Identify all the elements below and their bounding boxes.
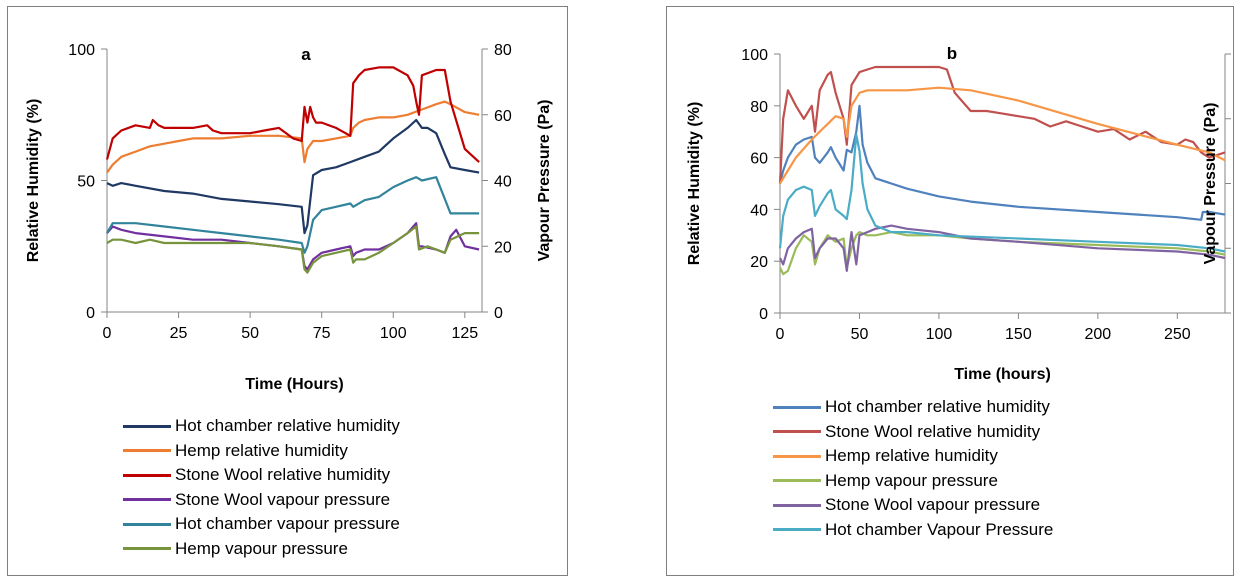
chart-b-legend-swatch <box>773 405 821 409</box>
chart-b-legend-item-4: Hemp vapour pressure <box>773 469 1053 494</box>
chart-b-x-axis-label: Time (hours) <box>954 366 1051 383</box>
chart-a-y2-tick-label: 20 <box>494 239 512 256</box>
chart-a-series-line-3 <box>105 66 480 163</box>
chart-a-x-tick-label: 25 <box>170 325 188 342</box>
chart-b-series-line-2 <box>778 65 1226 184</box>
chart-a-legend-label: Stone Wool relative humidity <box>175 465 391 484</box>
chart-b-x-tick-label: 150 <box>1005 326 1032 343</box>
chart-a-y-axis-label: Relative Humidity (%) <box>25 99 42 263</box>
chart-b-series-line-5 <box>779 224 1226 272</box>
chart-b-plot: 050100150200250020406080100020406080bTim… <box>686 44 1231 383</box>
chart-a-series-line-6 <box>106 225 480 274</box>
chart-a-legend-swatch <box>123 449 171 453</box>
chart-b-x-tick-label: 200 <box>1085 326 1112 343</box>
chart-b-series-line-6 <box>778 133 1226 253</box>
chart-a-y2-axis-label: Vapour Pressure (Pa) <box>536 100 553 262</box>
chart-panel-a: 0 25 50 75 100 125 0 50 100 0 20 40 60 80 a Time (Hours… <box>7 6 568 576</box>
chart-b-legend-item-2: Stone Wool relative humidity <box>773 420 1053 445</box>
chart-b-legend-swatch <box>773 479 821 483</box>
chart-b-legend-swatch <box>773 454 821 458</box>
chart-b-x-tick-label: 250 <box>1164 326 1191 343</box>
chart-b-legend-item-3: Hemp relative humidity <box>773 444 1053 469</box>
chart-b-legend-label: Stone Wool vapour pressure <box>825 495 1041 514</box>
chart-b-legend-label: Hot chamber relative humidity <box>825 397 1050 416</box>
chart-a-y2-tick-label: 80 <box>494 42 512 59</box>
chart-a-legend-item-6: Hemp vapour pressure <box>123 537 400 562</box>
chart-b-legend-label: Hemp vapour pressure <box>825 470 998 490</box>
chart-a-y2-tick-label: 0 <box>494 305 503 322</box>
chart-b-y-tick-label: 60 <box>750 151 768 168</box>
chart-a-legend-label: Hot chamber relative humidity <box>175 416 400 435</box>
chart-a-y2-tick-label: 60 <box>494 108 512 125</box>
chart-b-legend-item-1: Hot chamber relative humidity <box>773 395 1053 420</box>
chart-a-x-tick-label: 50 <box>241 325 259 342</box>
chart-b-y-tick-label: 100 <box>741 47 768 64</box>
chart-a-x-tick-label: 0 <box>103 325 112 342</box>
chart-a-legend-item-5: Hot chamber vapour pressure <box>123 512 400 537</box>
chart-a-legend-swatch <box>123 424 171 428</box>
chart-a-legend-swatch <box>123 522 171 526</box>
chart-b-legend-label: Stone Wool relative humidity <box>825 421 1041 441</box>
chart-a-legend-item-4: Stone Wool vapour pressure <box>123 488 400 513</box>
chart-b-legend-swatch <box>773 503 821 507</box>
chart-a-legend-item-1: Hot chamber relative humidity <box>123 414 400 439</box>
chart-b-y2-axis-label: Vapour Pressure (Pa) <box>1202 103 1219 265</box>
chart-a-x-tick-label: 75 <box>313 325 331 342</box>
chart-b-legend-swatch <box>773 528 821 532</box>
chart-b-x-tick-label: 100 <box>926 326 953 343</box>
chart-a-legend: Hot chamber relative humidity Hemp relati… <box>123 414 400 561</box>
chart-b-y-tick-label: 40 <box>750 202 768 219</box>
chart-b-legend-swatch <box>773 430 821 434</box>
chart-a-y-tick-label: 100 <box>68 42 95 59</box>
chart-a-legend-label: Hemp relative humidity <box>175 440 348 460</box>
chart-a-legend-swatch <box>123 498 171 502</box>
chart-b-title: b <box>947 44 957 63</box>
chart-a-series-line-2 <box>106 100 480 174</box>
chart-a-legend-label: Hemp vapour pressure <box>175 538 348 558</box>
chart-a-legend-label: Hot chamber vapour pressure <box>175 514 400 533</box>
chart-b-y-tick-label: 20 <box>750 254 768 271</box>
chart-b-x-tick-label: 50 <box>851 326 869 343</box>
chart-a-series-line-5 <box>106 176 480 254</box>
chart-b-y-tick-label: 80 <box>750 99 768 116</box>
chart-a-series-line-4 <box>106 222 480 271</box>
chart-a-legend-item-3: Stone Wool relative humidity <box>123 463 400 488</box>
chart-b-series-line-3 <box>779 86 1226 185</box>
chart-b-series-line-1 <box>778 104 1226 221</box>
chart-b-legend-item-6: Hot chamber Vapour Pressure <box>773 518 1053 543</box>
chart-a-x-tick-label: 125 <box>451 325 478 342</box>
chart-b-legend-item-5: Stone Wool vapour pressure <box>773 493 1053 518</box>
chart-a-y2-tick-label: 40 <box>494 174 512 191</box>
chart-b-y-axis-label: Relative Humidity (%) <box>686 102 703 266</box>
chart-panel-b: 050100150200250020406080100020406080bTim… <box>666 6 1234 576</box>
chart-a-series-line-1 <box>106 118 480 235</box>
chart-b-x-tick-label: 0 <box>776 326 785 343</box>
chart-a-legend-item-2: Hemp relative humidity <box>123 439 400 464</box>
chart-a-legend-swatch <box>123 547 171 551</box>
chart-b-legend-label: Hemp relative humidity <box>825 446 998 465</box>
chart-a-y-tick-label: 0 <box>86 305 95 322</box>
chart-b-legend: Hot chamber relative humidity Stone Wool … <box>773 395 1053 542</box>
chart-a-x-axis-label: Time (Hours) <box>245 376 343 393</box>
chart-b-legend-label: Hot chamber Vapour Pressure <box>825 519 1054 539</box>
chart-a-plot: 0 25 50 75 100 125 0 50 100 0 20 40 60 80 a Time (Hours… <box>25 42 553 393</box>
chart-b-y-tick-label: 0 <box>759 306 768 323</box>
chart-a-legend-swatch <box>123 473 171 477</box>
chart-a-y-tick-label: 50 <box>77 174 95 191</box>
chart-a-x-tick-label: 100 <box>380 325 407 342</box>
chart-a-legend-label: Stone Wool vapour pressure <box>175 489 391 509</box>
chart-a-title: a <box>301 45 311 64</box>
